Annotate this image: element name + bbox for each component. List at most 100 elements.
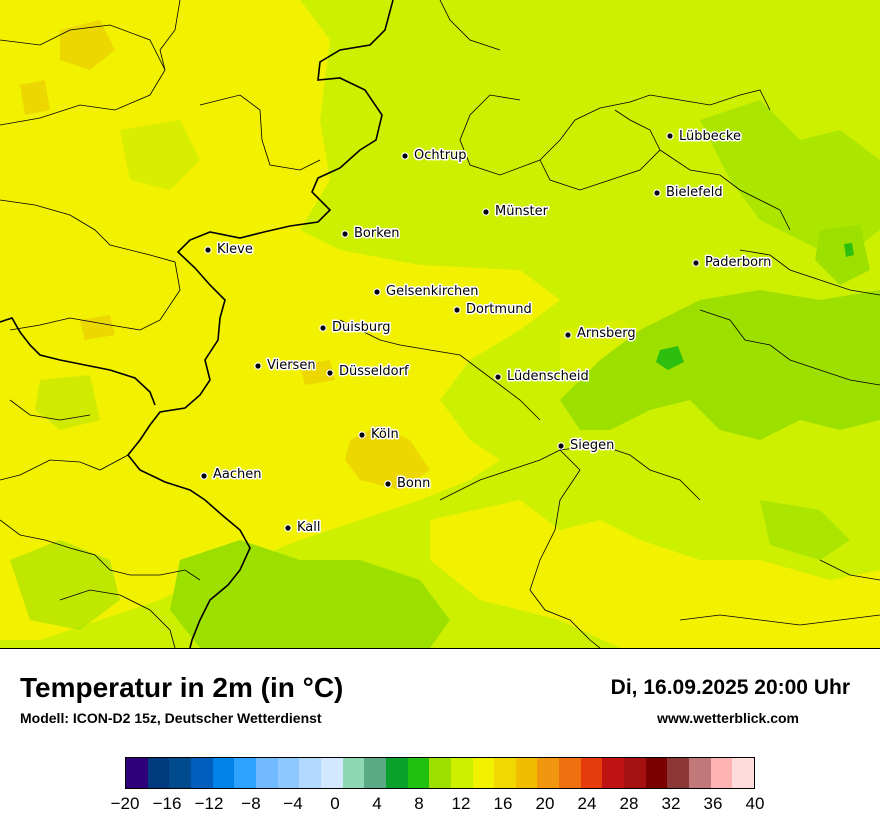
colorbar-cell [710,758,733,788]
city-label: Kall [297,520,321,535]
city-label: Gelsenkirchen [386,284,479,299]
colorbar-cell [559,758,581,788]
colorbar-tick-label: −16 [152,794,182,813]
city-dot [564,331,572,339]
colorbar-tick-label: 24 [577,794,597,813]
city-koeln: Köln [358,426,400,444]
colorbar-tick-label: 36 [703,794,723,813]
colorbar-cell [429,758,451,788]
colorbar-tick-label: 28 [619,794,639,813]
map-canvas: Lübbecke Ochtrup Bielefeld Münster Borke… [0,0,880,648]
city-label: Lüdenscheid [507,369,589,384]
colorbar-tick-label: −8 [241,794,261,813]
city-dot [200,472,208,480]
city-luebbecke: Lübbecke [666,128,742,146]
city-arnsberg: Arnsberg [564,325,637,343]
city-muenster: Münster [482,203,550,221]
city-label: Bielefeld [666,185,723,200]
city-dot [204,246,212,254]
colorbar-cell [342,758,365,788]
city-label: Kleve [217,242,253,257]
city-duesseldorf: Düsseldorf [326,363,410,381]
colorbar-tick-label: 12 [451,794,471,813]
colorbar-cell [494,758,516,788]
colorbar-cell [234,758,256,788]
city-dot [692,259,700,267]
city-viersen: Viersen [254,357,317,375]
city-dot [401,152,409,160]
colorbar-tick-label: 0 [330,794,340,813]
colorbar-cell [320,758,343,788]
city-ochtrup: Ochtrup [401,147,468,165]
city-label: Lübbecke [679,129,741,144]
colorbar-cell [537,758,560,788]
colorbar-tick-label: −12 [194,794,224,813]
city-dot [373,288,381,296]
website-link[interactable]: www.wetterblick.com [657,710,799,726]
city-label: Münster [495,204,549,219]
colorbar-cell [299,758,321,788]
city-duisburg: Duisburg [319,319,392,337]
colorbar-cell [689,758,711,788]
colorbar-cell [407,758,430,788]
colorbar-cell [169,758,191,788]
colorbar-cell [364,758,386,788]
colorbar-cell [515,758,538,788]
city-gelsenkirchen: Gelsenkirchen [373,283,480,301]
colorbar-tick-label: 16 [493,794,513,813]
colorbar-tick-label: 4 [372,794,382,813]
colorbar-cell [472,758,495,788]
city-label: Borken [354,226,400,241]
city-label: Aachen [213,467,261,482]
city-label: Düsseldorf [339,364,409,379]
colorbar-tick-label: −4 [283,794,303,813]
national-border [126,0,394,648]
colorbar-cell [385,758,408,788]
admin-boundaries [0,0,880,648]
city-paderborn: Paderborn [692,254,773,272]
city-siegen: Siegen [557,437,616,455]
city-dot [666,132,674,140]
city-dot [326,369,334,377]
forecast-datetime: Di, 16.09.2025 20:00 Uhr [610,676,850,699]
city-label: Ochtrup [414,148,467,163]
colorbar-tick-label: 32 [661,794,681,813]
colorbar-cell [450,758,473,788]
city-dot [482,208,490,216]
colorbar-tick-label: 20 [535,794,555,813]
colorbar-cell [602,758,625,788]
city-dot [453,306,461,314]
city-label: Paderborn [705,255,771,270]
model-source: Modell: ICON-D2 15z, Deutscher Wetterdie… [20,710,322,726]
colorbar-cell [126,758,148,788]
city-kall: Kall [284,519,322,537]
city-label: Köln [371,427,399,442]
colorbar-tick-label: 40 [745,794,765,813]
colorbar-cell [667,758,690,788]
colorbar-cell [255,758,278,788]
temperature-colorbar [125,757,755,789]
colorbar-cell [645,758,668,788]
colorbar-tick-label: −20 [110,794,140,813]
city-luedenscheid: Lüdenscheid [494,368,590,386]
colorbar-cell [624,758,646,788]
city-label: Viersen [267,358,316,373]
city-bielefeld: Bielefeld [653,184,724,202]
city-dot [254,362,262,370]
map-footer: Temperatur in 2m (in °C) Modell: ICON-D2… [0,648,880,830]
city-borken: Borken [341,225,401,243]
colorbar-ticks: −20 −16 −12 −8 −4 0 4 8 12 16 20 24 28 32 36 40 [111,794,765,818]
city-dot [384,480,392,488]
temperature-map: Lübbecke Ochtrup Bielefeld Münster Borke… [0,0,880,649]
city-dot [494,373,502,381]
city-dot [319,324,327,332]
colorbar-tick-label: 8 [414,794,424,813]
colorbar-cell [147,758,170,788]
city-dot [358,431,366,439]
city-label: Dortmund [466,302,532,317]
map-title: Temperatur in 2m (in °C) [20,672,344,703]
city-label: Bonn [397,476,430,491]
colorbar-cell [190,758,213,788]
city-label: Duisburg [332,320,391,335]
national-border-west [0,317,156,406]
